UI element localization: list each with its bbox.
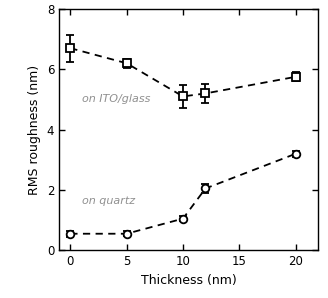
Y-axis label: RMS roughness (nm): RMS roughness (nm) xyxy=(28,65,41,195)
Text: on ITO/glass: on ITO/glass xyxy=(82,94,150,105)
Text: on quartz: on quartz xyxy=(82,195,135,206)
X-axis label: Thickness (nm): Thickness (nm) xyxy=(141,274,236,287)
